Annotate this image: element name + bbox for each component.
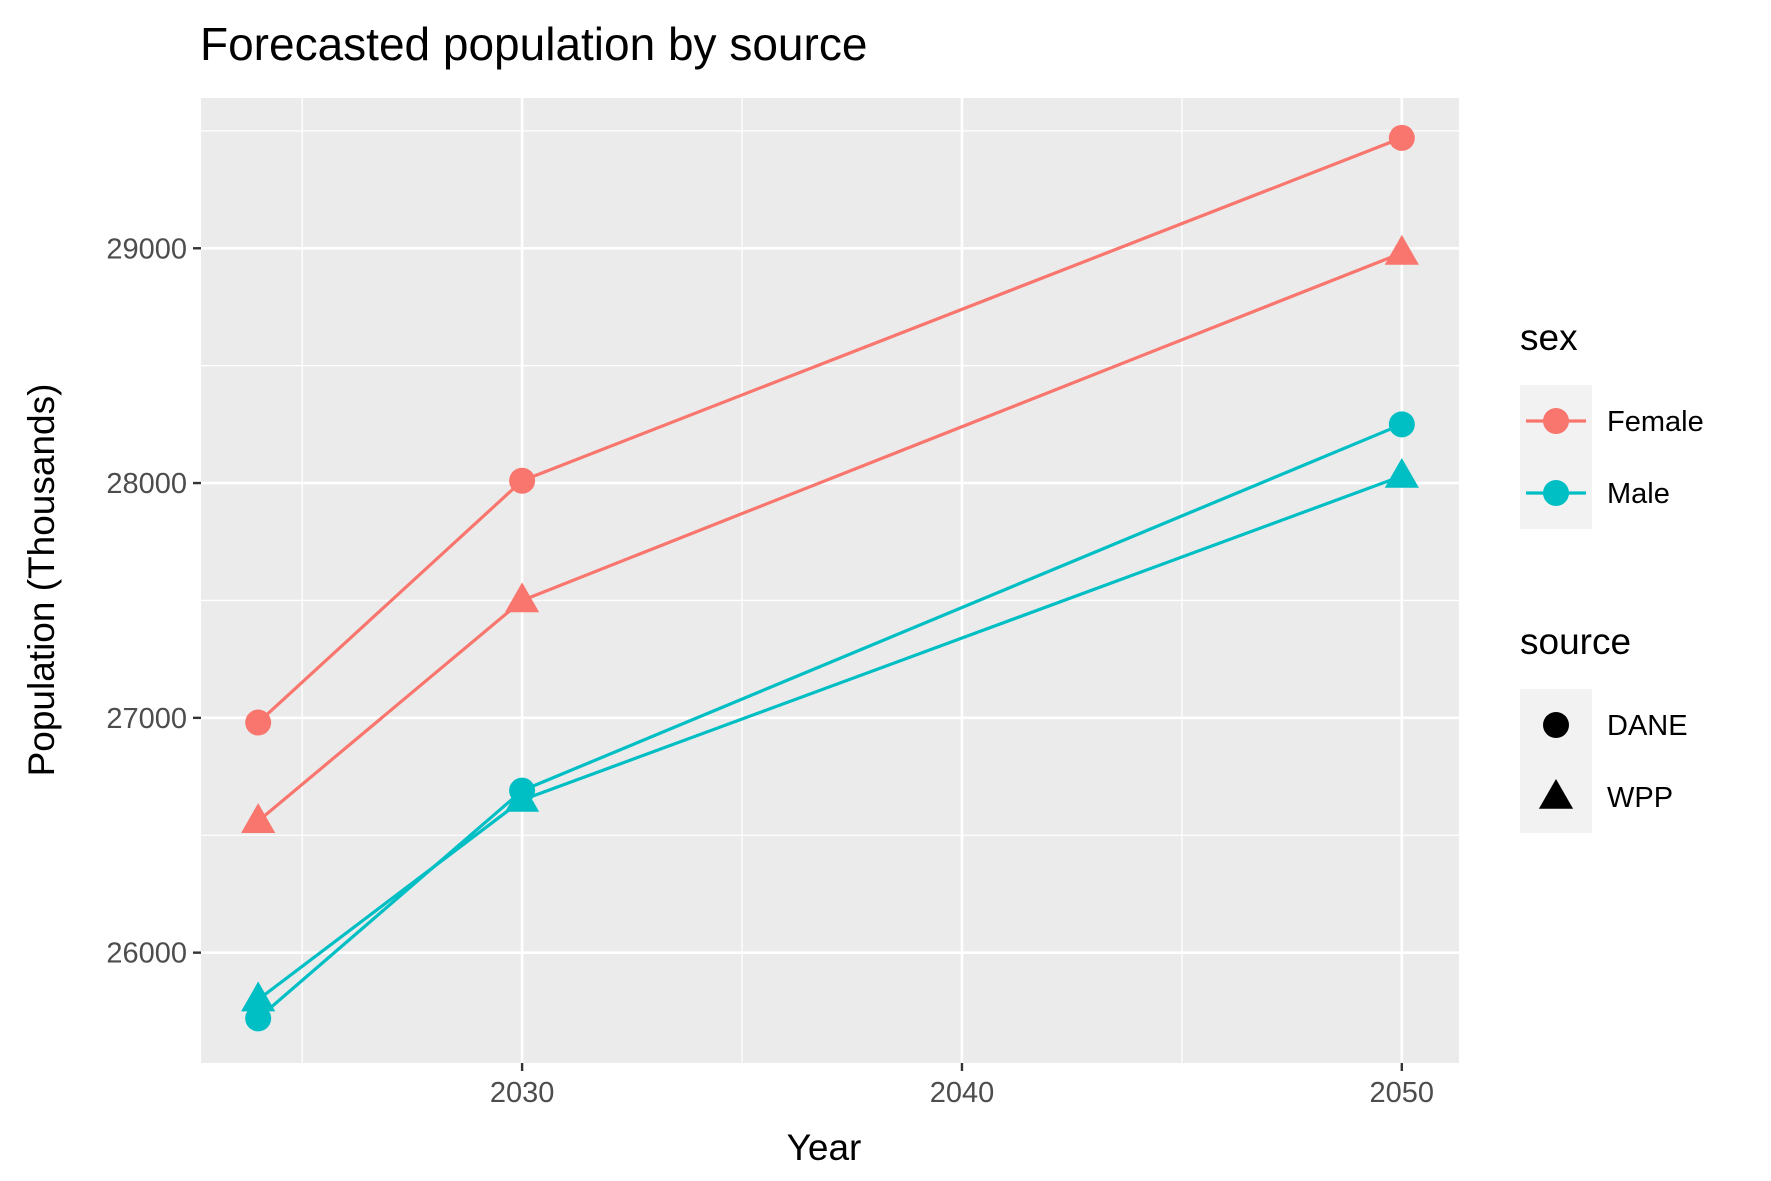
legend-source: source DANE WPP <box>1520 621 1688 833</box>
data-point-male-wpp <box>504 781 540 812</box>
legend-key-background <box>1520 385 1592 529</box>
legend: sex Female Male source DANE WPP <box>1520 317 1704 833</box>
legend-title-sex: sex <box>1520 317 1578 358</box>
x-axis-title: Year <box>787 1127 862 1168</box>
y-tick-label: 29000 <box>106 233 187 265</box>
data-point-female-dane <box>509 467 536 494</box>
plot-panel <box>201 98 1459 1063</box>
data-point-female-wpp <box>241 803 276 833</box>
legend-key-marker-dane <box>1543 712 1569 738</box>
major-gridlines <box>201 98 1459 1063</box>
legend-sex: sex Female Male <box>1520 317 1704 529</box>
minor-gridlines <box>201 98 1459 1063</box>
legend-title-source: source <box>1520 621 1631 662</box>
axes-layer: 2030 2040 2050 26000 27000 28000 29000 <box>106 233 1434 1109</box>
data-point-male-wpp <box>241 981 276 1012</box>
legend-label-dane: DANE <box>1607 710 1688 742</box>
legend-key-marker-wpp <box>1538 778 1574 809</box>
y-tick-label: 27000 <box>106 703 187 735</box>
data-point-female-wpp <box>504 582 540 613</box>
x-tick-label: 2030 <box>490 1077 555 1109</box>
y-tick-label: 26000 <box>106 938 187 970</box>
legend-label-male: Male <box>1607 478 1670 510</box>
data-point-female-dane <box>1388 124 1415 151</box>
x-tick-label: 2040 <box>930 1077 995 1109</box>
x-tick-label: 2050 <box>1370 1077 1435 1109</box>
data-point-male-dane <box>1388 411 1415 438</box>
legend-label-female: Female <box>1607 406 1704 438</box>
legend-key-background <box>1520 689 1592 833</box>
y-axis-title: Population (Thousands) <box>21 384 62 777</box>
legend-key-marker-female <box>1543 408 1569 434</box>
data-point-male-dane <box>245 1005 272 1032</box>
chart-title: Forecasted population by source <box>200 18 867 70</box>
data-point-male-wpp <box>1384 457 1419 488</box>
y-tick-label: 28000 <box>106 468 187 500</box>
data-point-female-wpp <box>1384 234 1419 265</box>
series-layer <box>241 124 1419 1032</box>
data-point-female-dane <box>245 709 272 736</box>
legend-key-marker-male <box>1543 480 1569 506</box>
legend-label-wpp: WPP <box>1607 782 1673 814</box>
